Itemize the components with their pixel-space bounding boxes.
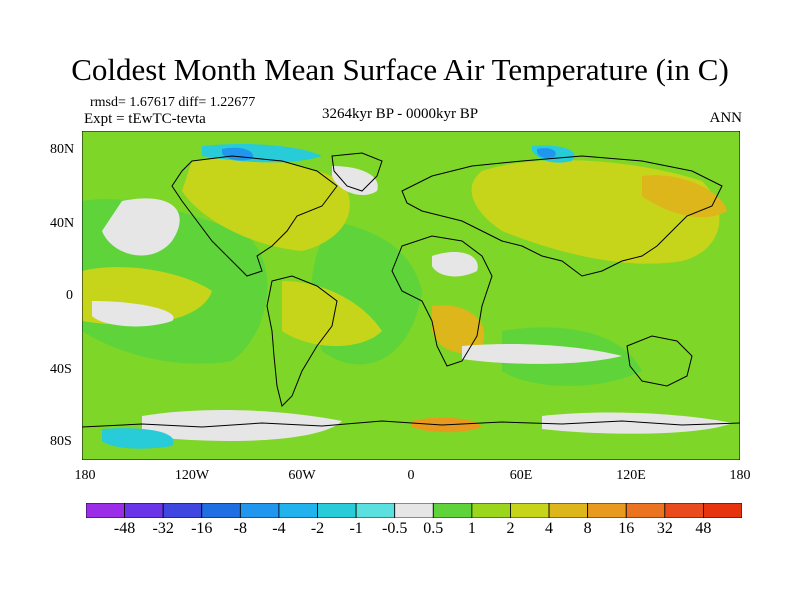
coast-south-america: [266, 275, 338, 407]
lon-label-60w: 60W: [288, 468, 316, 483]
coast-australia: [626, 335, 693, 387]
season-label: ANN: [709, 110, 743, 126]
colorbar-swatches: [86, 503, 742, 518]
colorbar-tick-label: -4: [272, 520, 286, 537]
coast-africa: [391, 235, 493, 367]
colorbar-tick-label: 32: [656, 520, 673, 537]
patch-white-southern: [462, 344, 622, 364]
colorbar-swatch: [703, 503, 742, 518]
patch-orange-siberia: [642, 175, 727, 218]
patch-white-npacific: [102, 198, 180, 256]
colorbar-tick-label: 2: [506, 520, 515, 537]
patch-white-greenland: [332, 166, 378, 196]
coast-greenland: [331, 152, 383, 192]
coast-north-america: [171, 155, 338, 277]
lon-label-120w: 120W: [174, 468, 210, 483]
lat-label-40n: 40N: [50, 216, 75, 231]
experiment-label: Expt = tEwTC-tevta: [84, 111, 206, 127]
colorbar-swatch: [239, 503, 280, 518]
colorbar-swatch: [625, 503, 666, 518]
colorbar-tick-label: 0.5: [423, 520, 444, 537]
colorbar-swatch: [548, 503, 589, 518]
colorbar-swatch: [86, 503, 125, 518]
colorbar-swatch: [355, 503, 396, 518]
colorbar-tick-label: -2: [310, 520, 325, 537]
lon-label-180w: 180: [74, 468, 96, 483]
lon-label-180e: 180: [729, 468, 751, 483]
colorbar-tick-label: -16: [191, 520, 213, 537]
lon-label-0: 0: [407, 468, 415, 483]
colorbar-tick-label: 4: [545, 520, 554, 537]
patch-white-africa: [432, 251, 478, 277]
colorbar-swatch: [278, 503, 318, 518]
colorbar-tick-label: 1: [467, 520, 476, 537]
colorbar-tick-label: 16: [618, 520, 635, 537]
colorbar-swatch: [317, 503, 357, 518]
colorbar-tick-label: -8: [233, 520, 248, 537]
colorbar-tick-label: -48: [113, 520, 136, 537]
lat-label-80n: 80N: [50, 142, 75, 157]
colorbar-swatch: [201, 503, 241, 518]
coastlines: [82, 152, 740, 428]
lat-label-80s: 80S: [50, 434, 72, 449]
colorbar: [86, 503, 742, 518]
colorbar-swatch: [587, 503, 627, 518]
map-canvas: [82, 131, 740, 460]
lon-label-60e: 60E: [509, 468, 533, 483]
colorbar-swatch: [510, 503, 550, 518]
colorbar-swatch: [124, 503, 164, 518]
lat-label-0: 0: [66, 288, 73, 303]
colorbar-swatch: [162, 503, 203, 518]
colorbar-swatch: [664, 503, 704, 518]
colorbar-tick-label: 48: [695, 520, 712, 537]
temperature-map: [82, 131, 740, 460]
patch-white-antarctic-east: [542, 412, 732, 434]
colorbar-tick-label: -0.5: [382, 520, 408, 537]
field-patches: [82, 144, 732, 449]
lon-label-120e: 120E: [616, 468, 646, 483]
patch-orange-africa: [432, 305, 485, 354]
patch-white-spacific: [92, 301, 174, 327]
period-label: 3264kyr BP - 0000kyr BP: [321, 106, 479, 122]
patch-blue-siberia: [537, 148, 556, 159]
patch-yellow-namerica: [182, 157, 350, 251]
map-title: Coldest Month Mean Surface Air Temperatu…: [71, 52, 729, 87]
colorbar-tick-label: -1: [349, 520, 363, 537]
colorbar-tick-label: -32: [152, 520, 174, 537]
colorbar-swatch: [471, 503, 511, 518]
patch-white-antarctic-west: [142, 409, 342, 441]
coast-eurasia: [401, 155, 723, 277]
patch-cyan-antarctic: [102, 428, 174, 449]
lat-label-40s: 40S: [50, 362, 72, 377]
coast-antarctica: [82, 420, 740, 428]
colorbar-swatch: [432, 503, 473, 518]
colorbar-tick-label: 8: [583, 520, 592, 537]
colorbar-swatch: [394, 503, 434, 518]
patch-yellow-atlantic: [282, 281, 382, 346]
stats-text: rmsd= 1.67617 diff= 1.22677: [90, 95, 256, 110]
